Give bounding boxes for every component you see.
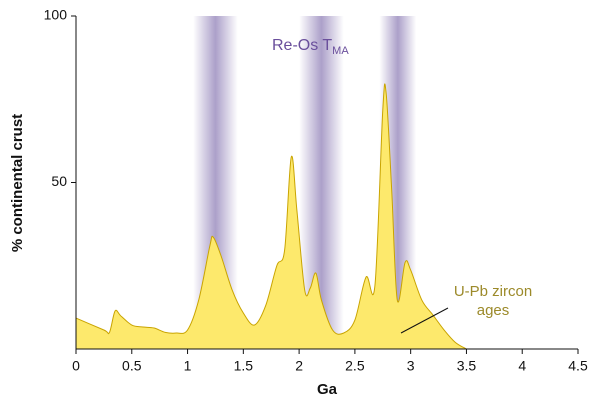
x-tick-label: 2.5 [345,358,365,374]
x-tick-label: 3 [407,358,415,374]
band-label-main: Re-Os T [272,37,332,54]
band [299,16,344,349]
x-tick-label: 2 [295,358,303,374]
plot [75,83,467,350]
annotation: U-Pb zircon [454,283,532,300]
y-tick-label: 50 [51,173,67,189]
x-tick-label: 3.5 [457,358,477,374]
x-tick-label: 0 [72,358,80,374]
line [75,83,467,350]
x-tick-label: 1.5 [234,358,254,374]
x-tick-label: 4.5 [568,358,588,374]
x-tick-label: 1 [184,358,192,374]
band-label-sub: MA [332,45,349,57]
y-tick-label: 100 [44,7,68,23]
annotation: ages [477,302,510,319]
annotation-leader [400,307,449,334]
band-label: Re-Os TMA [272,37,349,57]
x-tick-label: 4 [518,358,526,374]
bands [193,16,417,349]
y-axis-title: % continental crust [9,114,26,252]
x-axis-title: Ga [317,381,338,398]
x-tick-label: 0.5 [122,358,142,374]
